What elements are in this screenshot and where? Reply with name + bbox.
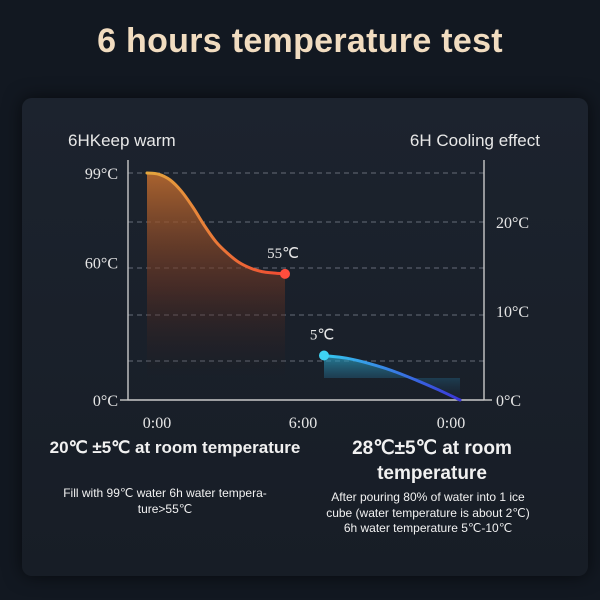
keep-warm-annotation: 55℃ <box>267 246 299 262</box>
cooling-line <box>322 354 462 402</box>
left-y-tick-label: 0°C <box>93 393 118 410</box>
keep-warm-line <box>145 171 287 276</box>
chart-panel <box>22 98 588 576</box>
cooling-area <box>324 355 460 400</box>
x-tick-label: 6:00 <box>289 415 317 432</box>
right-y-tick-label: 0°C <box>496 393 521 410</box>
keep-warm-end-point <box>280 268 290 279</box>
page-title: 6 hours temperature test <box>97 22 503 60</box>
left-description-text: Fill with 99℃ water 6h water tempera-tur… <box>63 486 267 516</box>
x-tick-label: 0:00 <box>143 415 171 432</box>
keep-warm-area <box>147 173 285 378</box>
left-chart-title: 6HKeep warm <box>68 131 176 150</box>
left-condition-text: 20℃ ±5℃ at room temperature <box>49 438 301 457</box>
left-y-tick-label: 99°C <box>85 166 118 183</box>
right-y-tick-label: 10°C <box>496 304 529 321</box>
right-condition-text: 28℃±5℃ at room temperature <box>352 438 512 484</box>
right-y-tick-label: 20°C <box>496 215 529 232</box>
right-description-text: After pouring 80% of water into 1 ice cu… <box>326 490 530 536</box>
x-tick-label: 0:00 <box>437 415 465 432</box>
cooling-annotation: 5℃ <box>310 328 334 344</box>
right-chart-title: 6H Cooling effect <box>410 131 540 150</box>
cooling-start-point <box>319 350 329 361</box>
left-y-tick-label: 60°C <box>85 255 118 272</box>
